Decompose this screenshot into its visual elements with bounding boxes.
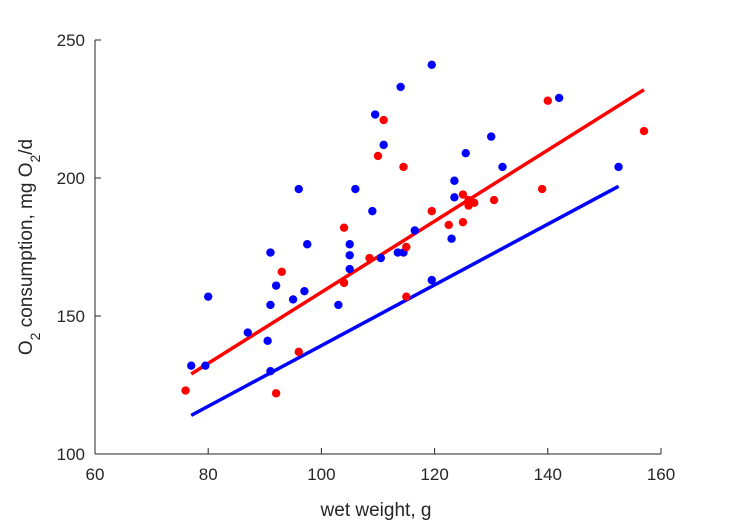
axes	[94, 40, 661, 455]
data-point-series-2	[537, 184, 547, 194]
x-axis-label: wet weight, g	[320, 500, 432, 521]
data-point-series-2	[399, 162, 408, 172]
data-point-series-1	[187, 361, 196, 370]
data-point-series-1	[554, 93, 564, 103]
data-point-series-2	[373, 151, 383, 161]
ticks: 60 80 100 120 140 160 100 150 200 250	[57, 31, 676, 484]
data-point-series-2	[294, 347, 303, 357]
data-point-series-1	[376, 253, 386, 263]
data-point-series-1	[450, 176, 459, 185]
data-point-series-1	[427, 275, 436, 285]
data-point-series-1	[345, 240, 354, 249]
data-point-series-1	[288, 295, 298, 304]
data-point-series-1	[379, 140, 388, 150]
data-point-series-1	[271, 281, 281, 290]
data-point-series-2	[444, 220, 453, 230]
data-point-series-1	[303, 240, 312, 249]
x-tick-label: 120	[420, 465, 448, 484]
data-point-series-1	[300, 286, 309, 296]
data-point-series-1	[396, 82, 405, 92]
data-point-series-2	[339, 278, 349, 288]
fit-lines	[190, 88, 645, 417]
data-point-series-2	[277, 267, 286, 277]
data-point-series-1	[345, 251, 354, 260]
data-point-series-2	[402, 292, 411, 301]
data-point-series-1	[370, 110, 380, 119]
x-tick-label: 60	[86, 465, 105, 484]
data-point-series-1	[266, 300, 275, 310]
data-point-series-2	[365, 253, 374, 263]
data-point-series-1	[447, 234, 456, 243]
data-point-series-1	[201, 361, 210, 370]
data-point-series-1	[266, 367, 275, 376]
data-point-series-2	[427, 206, 436, 216]
data-point-series-1	[243, 328, 253, 337]
data-point-series-1	[450, 193, 459, 202]
data-point-series-1	[614, 162, 623, 172]
data-point-series-1	[427, 60, 436, 70]
data-point-series-2	[339, 223, 349, 232]
y-tick-label: 100	[57, 445, 85, 464]
data-point-series-1	[334, 300, 343, 310]
data-point-series-2	[271, 389, 281, 398]
data-point-series-1	[487, 132, 496, 141]
data-point-series-1	[263, 336, 272, 346]
fit-line-series-1	[190, 184, 620, 417]
data-point-series-2	[458, 217, 468, 227]
data-point-series-1	[294, 184, 303, 194]
data-point-series-1	[461, 148, 470, 158]
data-point-series-1	[345, 264, 354, 274]
data-point-series-1	[498, 162, 507, 172]
data-point-series-1	[266, 248, 275, 257]
data-point-series-2	[458, 190, 468, 199]
y-tick-label: 250	[57, 31, 85, 50]
data-point-series-2	[402, 242, 411, 252]
data-point-series-2	[379, 115, 388, 125]
x-tick-label: 100	[307, 465, 335, 484]
data-point-series-2	[639, 126, 649, 136]
x-tick-label: 140	[534, 465, 562, 484]
x-tick-label: 160	[647, 465, 675, 484]
x-tick-label: 80	[199, 465, 218, 484]
data-point-series-2	[470, 198, 479, 208]
y-tick-label: 200	[57, 169, 85, 188]
data-point-series-1	[368, 206, 377, 216]
data-points	[181, 60, 649, 398]
data-point-series-1	[204, 292, 213, 301]
data-point-series-2	[181, 386, 190, 395]
y-axis-label: O2 consumption, mg O2/d	[16, 139, 43, 355]
data-point-series-2	[543, 96, 552, 105]
data-point-series-2	[489, 195, 499, 205]
data-point-series-1	[410, 226, 419, 235]
data-point-series-1	[351, 184, 360, 194]
y-tick-label: 150	[57, 307, 85, 326]
